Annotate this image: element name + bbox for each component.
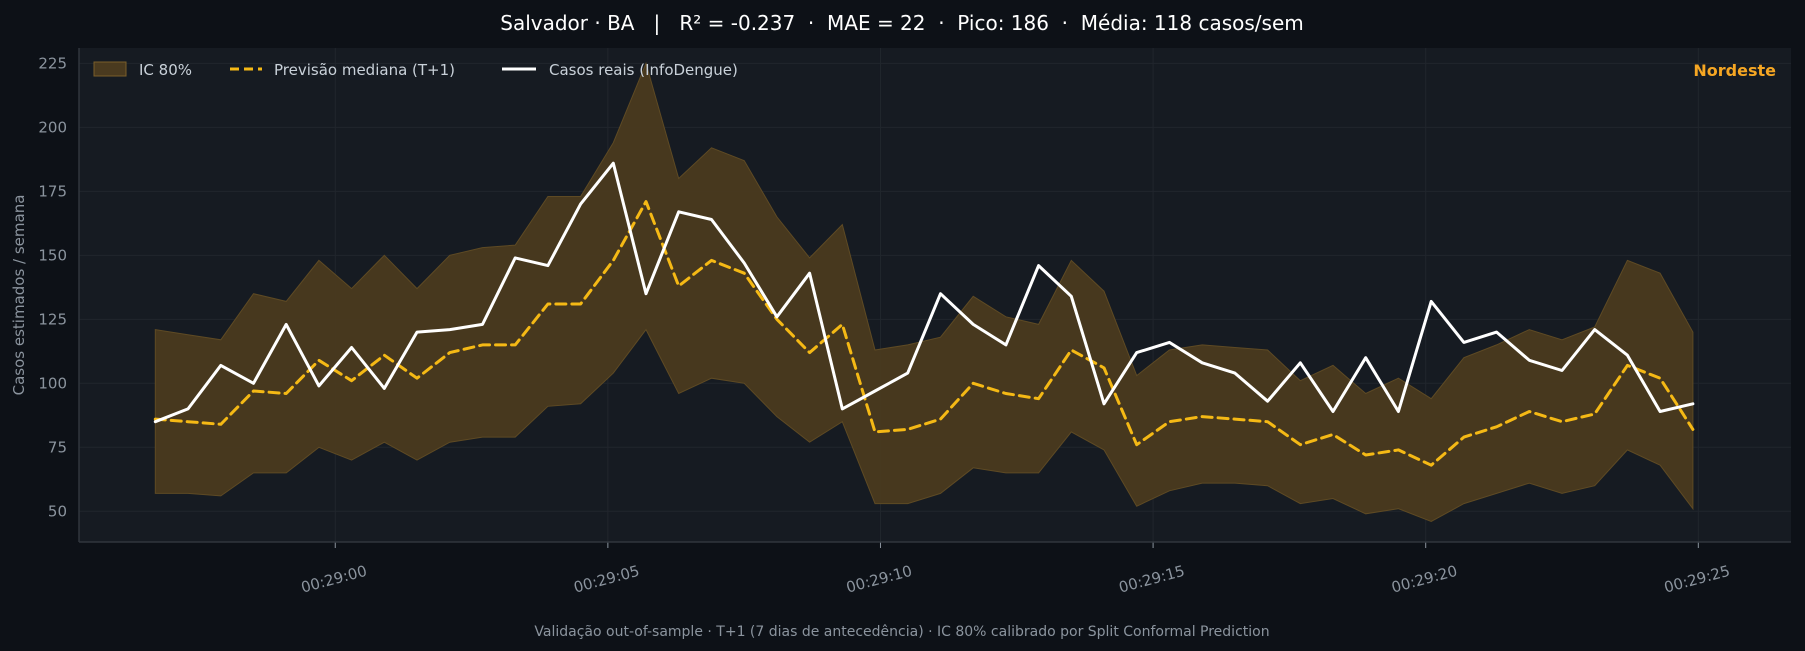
y-tick-label: 200 <box>38 118 67 136</box>
y-tick-label: 100 <box>38 374 67 392</box>
x-tick-label: 00:29:20 <box>1390 562 1460 597</box>
actual-cases-line <box>153 161 1695 424</box>
x-tick-label: 00:29:25 <box>1662 562 1732 597</box>
chart-title: Salvador · BA | R² = -0.237 · MAE = 22 ·… <box>500 11 1303 35</box>
legend-label-median: Previsão mediana (T+1) <box>274 61 455 79</box>
legend: IC 80% Previsão mediana (T+1) Casos reai… <box>93 61 738 79</box>
x-tick-label: 00:29:05 <box>572 562 642 597</box>
x-tick-label: 00:29:15 <box>1117 562 1187 597</box>
y-tick-label: 175 <box>38 182 67 200</box>
y-tick-label: 225 <box>38 54 67 72</box>
y-tick-label: 125 <box>38 310 67 328</box>
x-tick-label: 00:29:10 <box>844 562 914 597</box>
legend-label-actual: Casos reais (InfoDengue) <box>549 61 738 79</box>
y-tick-label: 75 <box>48 438 67 456</box>
confidence-band-80 <box>154 61 1694 523</box>
legend-label-band: IC 80% <box>139 61 192 79</box>
series-layer <box>153 161 1695 467</box>
x-tick-label: 00:29:00 <box>299 562 369 597</box>
y-tick-label: 150 <box>38 246 67 264</box>
legend-band-swatch <box>93 61 127 77</box>
median-forecast-line <box>153 200 1695 467</box>
y-axis-label: Casos estimados / semana <box>10 195 28 396</box>
footer-note: Validação out-of-sample · T+1 (7 dias de… <box>534 624 1269 640</box>
confidence-band-layer <box>154 61 1694 523</box>
region-tag: Nordeste <box>1693 61 1776 80</box>
y-tick-label: 50 <box>48 502 67 520</box>
